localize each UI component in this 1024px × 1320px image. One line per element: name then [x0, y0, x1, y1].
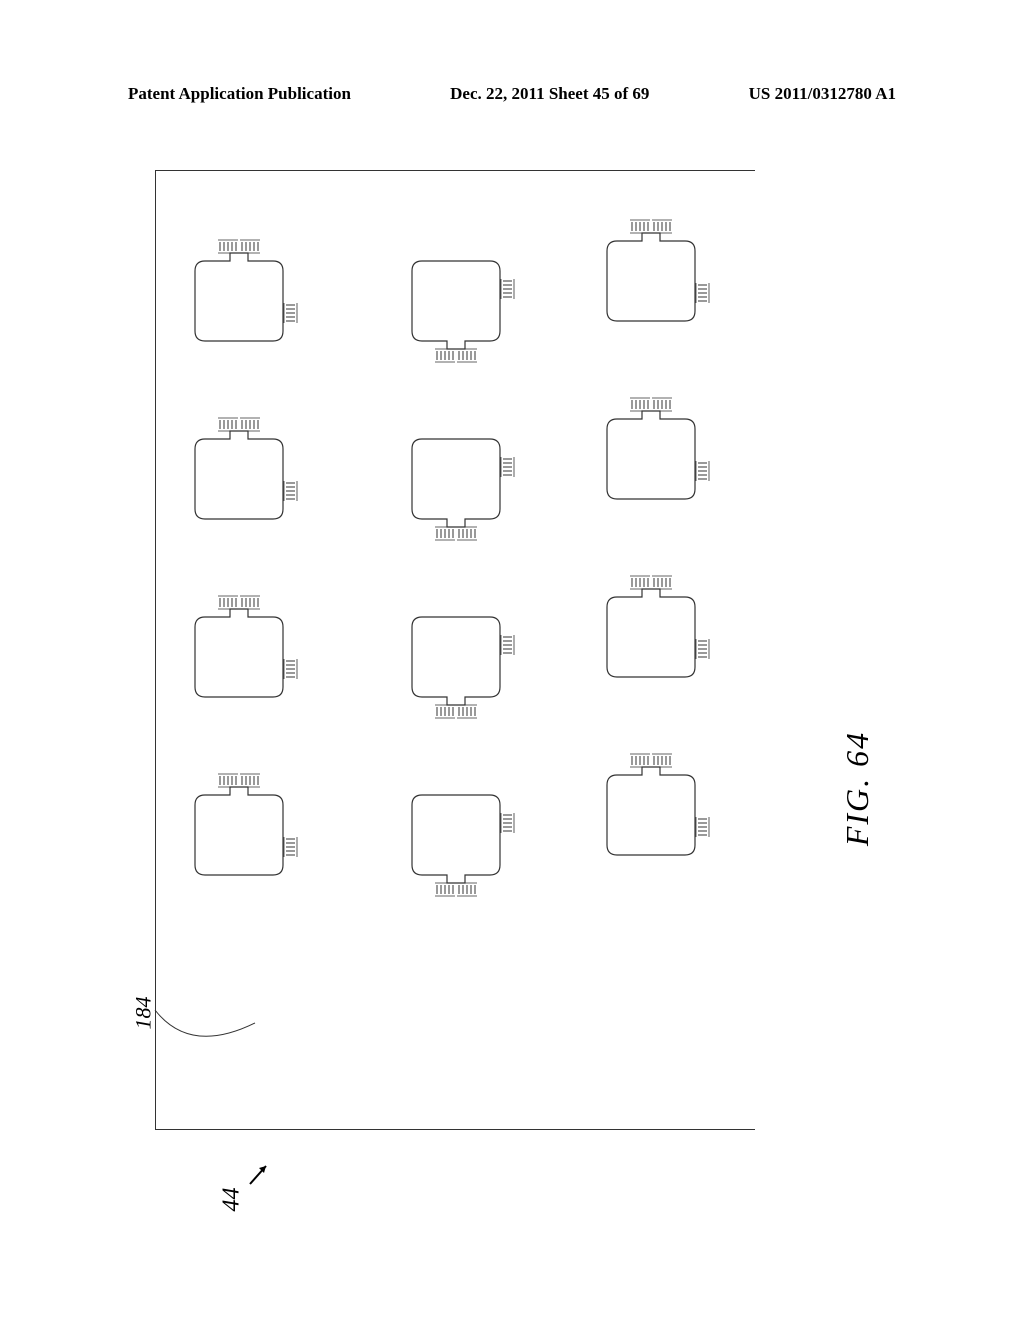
- chip-cell: [391, 765, 521, 905]
- header-left: Patent Application Publication: [128, 84, 351, 104]
- chip-cell: [391, 231, 521, 371]
- chip-cell: [586, 211, 716, 351]
- ref-label-184: 184: [131, 997, 157, 1030]
- chip-cell: [586, 389, 716, 529]
- chip-cell: [174, 765, 304, 905]
- header-center: Dec. 22, 2011 Sheet 45 of 69: [450, 84, 649, 104]
- ref-label-44: 44: [219, 1188, 246, 1212]
- chip-cell: [586, 745, 716, 885]
- chip-cell: [391, 587, 521, 727]
- chip-column-2: [391, 231, 521, 905]
- page-header: Patent Application Publication Dec. 22, …: [0, 84, 1024, 104]
- chip-cell: [174, 231, 304, 371]
- chip-cell: [391, 409, 521, 549]
- header-right: US 2011/0312780 A1: [749, 84, 896, 104]
- chip-column-3: [586, 211, 716, 885]
- arrow-icon: [246, 1160, 274, 1188]
- chip-cell: [586, 567, 716, 707]
- lead-line-184: [150, 1005, 260, 1065]
- chip-cell: [174, 409, 304, 549]
- figure-border: [155, 170, 755, 1130]
- chip-cell: [174, 587, 304, 727]
- figure-label: FIG. 64: [839, 731, 876, 846]
- chip-column-1: [174, 231, 304, 905]
